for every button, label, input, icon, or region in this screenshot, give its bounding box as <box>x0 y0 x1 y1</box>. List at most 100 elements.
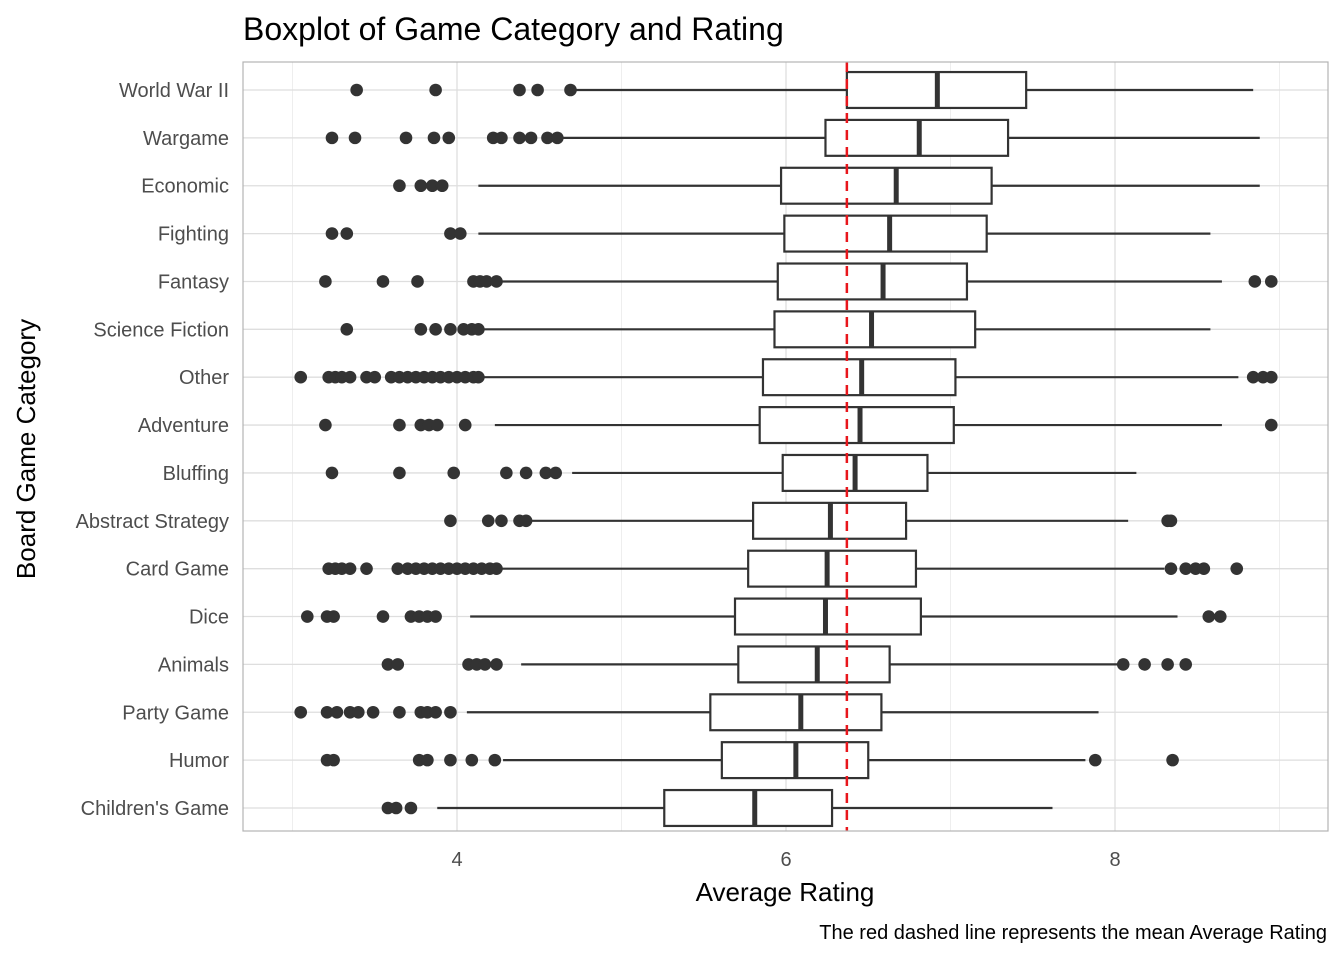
y-tick-label: Humor <box>169 750 229 772</box>
outlier-point <box>294 370 308 384</box>
outlier-point <box>411 275 424 288</box>
y-tick-label: Adventure <box>138 415 229 437</box>
y-tick-label: Fighting <box>158 224 229 246</box>
outlier-point <box>343 562 357 575</box>
outlier-point <box>350 83 363 97</box>
outlier-point <box>1138 658 1151 671</box>
iqr-box <box>709 693 883 732</box>
y-tick-labels: World War II Wargame Economic Fighting Fanta… <box>76 80 230 820</box>
y-tick-label: Party Game <box>122 702 229 724</box>
outlier-point <box>366 705 380 719</box>
y-axis-title: Board Game Category <box>11 319 41 579</box>
outlier-point <box>1164 514 1178 528</box>
outlier-point <box>435 179 449 193</box>
outlier-point <box>340 323 354 336</box>
outlier-point <box>472 370 485 384</box>
outlier-point <box>1264 370 1278 384</box>
outlier-point <box>513 131 526 145</box>
x-tick-label: 6 <box>780 849 791 871</box>
outlier-point <box>478 658 492 671</box>
outlier-point <box>524 131 538 145</box>
outlier-point <box>1179 562 1193 575</box>
boxplot-dice <box>301 597 1227 636</box>
chart-caption: The red dashed line represents the mean … <box>819 922 1327 944</box>
x-tick-labels: 4 6 8 <box>451 849 1120 871</box>
outlier-point <box>393 466 406 480</box>
outlier-point <box>1166 753 1179 767</box>
outlier-point <box>490 275 503 288</box>
outlier-point <box>490 658 503 671</box>
chart-title: Boxplot of Game Category and Rating <box>243 11 784 47</box>
outlier-point <box>531 83 544 97</box>
y-tick-label: Wargame <box>143 128 229 150</box>
iqr-box <box>663 788 834 828</box>
outlier-point <box>495 514 508 528</box>
outlier-point <box>549 466 562 480</box>
iqr-box <box>773 310 977 349</box>
outlier-point <box>301 610 314 623</box>
iqr-box <box>737 645 891 684</box>
outlier-point <box>442 131 456 145</box>
plot-panel-border <box>242 61 1329 832</box>
outlier-point <box>352 705 365 719</box>
outlier-point <box>1264 275 1278 288</box>
outlier-point <box>444 753 457 767</box>
outlier-point <box>490 562 503 575</box>
boxplot-card-game <box>322 549 1244 588</box>
y-tick-label: Animals <box>158 654 229 676</box>
outlier-point <box>539 466 553 480</box>
y-tick-label: Other <box>179 367 229 389</box>
y-tick-label: Abstract Strategy <box>76 511 229 533</box>
y-tick-label: Bluffing <box>163 463 229 485</box>
outlier-point <box>1116 658 1130 671</box>
outlier-point <box>319 275 332 288</box>
outlier-point <box>1248 275 1262 288</box>
outlier-point <box>447 466 461 480</box>
outlier-point <box>381 658 395 671</box>
outlier-point <box>319 418 332 432</box>
outlier-point <box>465 753 479 767</box>
outlier-point <box>414 179 428 193</box>
outlier-point <box>393 418 406 432</box>
boxplot-world-war-ii <box>350 70 1254 110</box>
iqr-box <box>779 166 993 205</box>
outlier-point <box>399 131 413 145</box>
outlier-point <box>519 466 533 480</box>
boxplot-party-game <box>294 693 1099 732</box>
boxplot-fantasy <box>319 262 1278 301</box>
x-tick-label: 8 <box>1109 849 1120 871</box>
outlier-point <box>564 83 577 97</box>
y-tick-label: Economic <box>141 176 229 198</box>
outlier-point <box>495 131 508 145</box>
outlier-point <box>327 753 340 767</box>
x-tick-label: 4 <box>451 849 462 871</box>
outlier-point <box>404 801 418 815</box>
outlier-point <box>414 323 428 336</box>
boxplot-adventure <box>319 406 1278 445</box>
x-axis-title: Average Rating <box>696 877 875 907</box>
outlier-point <box>429 705 442 719</box>
outlier-point <box>500 466 513 480</box>
outlier-point <box>429 610 442 623</box>
y-tick-label: World War II <box>119 80 229 102</box>
outlier-point <box>444 514 457 528</box>
boxplots <box>294 70 1278 828</box>
outlier-point <box>541 131 554 145</box>
outlier-point <box>348 131 362 145</box>
outlier-point <box>1197 562 1211 575</box>
outlier-point <box>393 705 406 719</box>
outlier-point <box>389 801 403 815</box>
outlier-point <box>472 323 485 336</box>
outlier-point <box>1213 610 1227 623</box>
outlier-point <box>453 227 467 240</box>
outlier-point <box>343 370 357 384</box>
outlier-point <box>327 610 340 623</box>
y-tick-label: Children's Game <box>81 798 229 820</box>
outlier-point <box>1264 418 1278 432</box>
outlier-point <box>368 370 382 384</box>
outlier-point <box>1161 658 1174 671</box>
outlier-point <box>1088 753 1102 767</box>
outlier-point <box>429 323 442 336</box>
outlier-point <box>427 131 441 145</box>
